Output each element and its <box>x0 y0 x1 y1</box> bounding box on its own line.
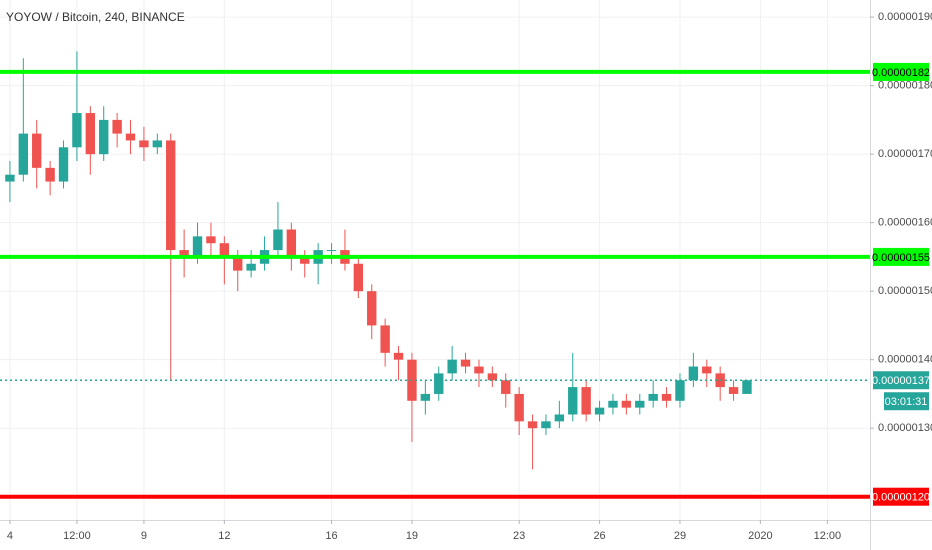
candle-body <box>460 359 471 367</box>
candle-body <box>125 133 136 141</box>
candle-body <box>594 407 605 415</box>
candle-body <box>568 387 578 415</box>
x-tick-label: 12 <box>218 530 230 542</box>
candle-body <box>661 393 672 401</box>
y-tick-label: 0.00000160 <box>878 217 932 229</box>
x-tick-label: 26 <box>593 530 605 542</box>
x-tick-label: 16 <box>325 530 337 542</box>
countdown: 03:01:31 <box>885 396 928 408</box>
candle-body <box>233 256 243 271</box>
candle-body <box>702 366 712 374</box>
candle-body <box>688 366 699 381</box>
candle-body <box>541 421 551 429</box>
candle-body <box>206 236 216 244</box>
candle-body <box>434 373 444 394</box>
candle-body <box>742 380 752 394</box>
candle-body <box>72 113 82 148</box>
price-label-box <box>873 487 929 506</box>
candle-body <box>527 421 538 429</box>
candle-body <box>728 387 739 394</box>
candle-body <box>675 380 685 401</box>
last-price-box <box>873 371 929 390</box>
candle-body <box>152 140 163 148</box>
y-tick-label: 0.00000190 <box>878 11 932 23</box>
candle-body <box>99 119 109 155</box>
price-label-box <box>873 247 929 266</box>
x-tick-label: 12:00 <box>63 530 91 542</box>
candle-body <box>581 387 591 415</box>
price-label: 0.00000155 <box>872 252 930 264</box>
chart-title: YOYOW / Bitcoin, 240, BINANCE <box>6 10 185 24</box>
y-tick-label: 0.00000170 <box>878 148 932 160</box>
candle-body <box>139 140 149 148</box>
x-tick-label: 29 <box>674 530 686 542</box>
overlay <box>0 69 870 499</box>
candle-body <box>273 229 283 251</box>
candle-body <box>166 140 176 251</box>
candle-body <box>420 393 431 401</box>
candle-body <box>246 263 256 271</box>
candle-body <box>635 400 645 408</box>
candle-body <box>447 359 457 374</box>
candle-body <box>18 133 29 175</box>
countdown-box <box>884 392 929 411</box>
candle-body <box>179 250 189 257</box>
candle-body <box>326 250 337 252</box>
candle-body <box>608 400 618 408</box>
y-tick-label: 0.00000150 <box>878 285 932 297</box>
x-tick-label: 23 <box>513 530 525 542</box>
candle-body <box>474 366 484 374</box>
candle-body <box>112 119 122 134</box>
candle-body <box>58 147 69 182</box>
x-tick-label: 9 <box>141 530 147 542</box>
candle-body <box>554 414 565 422</box>
candle-body <box>286 229 297 257</box>
candle-body <box>648 393 658 401</box>
x-tick-label: 19 <box>406 530 418 542</box>
x-tick-label: 12:00 <box>814 530 842 542</box>
candle-body <box>380 325 390 353</box>
candle-body <box>367 291 377 326</box>
candle-body <box>353 263 364 292</box>
candle-body <box>192 236 203 257</box>
candle-body <box>85 113 96 155</box>
candle-body <box>393 352 404 360</box>
candle-body <box>501 380 511 394</box>
y-tick-label: 0.00000130 <box>878 422 932 434</box>
candle-body <box>5 174 15 182</box>
y-tick-label: 0.00000140 <box>878 354 932 366</box>
last-price-label: 0.00000137 <box>872 375 930 387</box>
price-label-box <box>873 62 929 81</box>
price-label: 0.00000182 <box>872 67 930 79</box>
x-tick-label: 2020 <box>748 530 772 542</box>
candle-body <box>300 256 310 264</box>
candle-body <box>514 393 524 422</box>
candle-body <box>487 373 498 381</box>
candle-body <box>32 133 42 168</box>
price-label: 0.00000120 <box>872 492 930 504</box>
x-tick-label: 4 <box>7 530 13 542</box>
candle-body <box>219 243 230 257</box>
candle-body <box>45 167 55 182</box>
y-tick-label: 0.00000180 <box>878 80 932 92</box>
candle-body <box>621 400 632 408</box>
